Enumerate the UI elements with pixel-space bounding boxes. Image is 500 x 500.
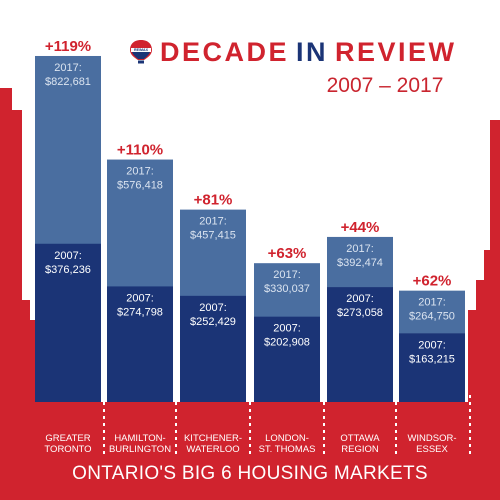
category-label-line2: WATERLOO [186, 444, 239, 455]
label-2007-value: $163,215 [409, 353, 455, 365]
label-2017-year: 2017: [54, 62, 82, 74]
title-row: RE/MAX DECADE IN REVIEW [128, 36, 457, 68]
category-label-line2: REGION [341, 444, 379, 455]
logo-text: RE/MAX [134, 48, 149, 52]
category-label-line1: WINDSOR- [407, 433, 456, 444]
title-decade: DECADE [160, 36, 289, 68]
change-label: +62% [413, 273, 452, 290]
label-2007-value: $273,058 [337, 307, 383, 319]
label-2017-value: $576,418 [117, 180, 163, 192]
label-2007-year: 2007: [199, 302, 227, 314]
title-in: IN [296, 36, 328, 68]
label-2017-year: 2017: [346, 243, 374, 255]
label-2017-year: 2017: [126, 166, 154, 178]
label-2017-value: $330,037 [264, 283, 310, 295]
label-2017-year: 2017: [199, 216, 227, 228]
category-label-line2: BURLINGTON [109, 444, 171, 455]
title-review: REVIEW [335, 36, 457, 68]
remax-balloon-icon: RE/MAX [128, 39, 154, 65]
change-label: +81% [194, 192, 233, 209]
category-label-line1: LONDON- [265, 433, 309, 444]
label-2017-year: 2017: [273, 269, 301, 281]
category-label-line2: TORONTO [44, 444, 91, 455]
category-label-line1: GREATER [45, 433, 90, 444]
label-2017-value: $457,415 [190, 230, 236, 242]
category-label-line1: HAMILTON- [114, 433, 165, 444]
subtitle-years: 2007 – 2017 [300, 74, 470, 98]
change-label: +110% [117, 142, 163, 159]
label-2017-year: 2017: [418, 297, 446, 309]
label-2017-value: $264,750 [409, 311, 455, 323]
change-label: +63% [268, 245, 307, 262]
category-label-line2: ESSEX [416, 444, 448, 455]
category-label-line1: OTTAWA [340, 433, 380, 444]
label-2007-value: $376,236 [45, 264, 91, 276]
change-label: +44% [341, 219, 380, 236]
label-2017-value: $392,474 [337, 257, 383, 269]
category-label-line1: KITCHENER- [184, 433, 242, 444]
label-2007-year: 2007: [346, 293, 374, 305]
category-label-line2: ST. THOMAS [259, 444, 316, 455]
label-2007-year: 2007: [273, 323, 301, 335]
label-2007-value: $252,429 [190, 316, 236, 328]
label-2017-value: $822,681 [45, 76, 91, 88]
label-2007-year: 2007: [54, 250, 82, 262]
label-2007-value: $274,798 [117, 306, 163, 318]
footer-title: ONTARIO'S BIG 6 HOUSING MARKETS [0, 463, 500, 485]
change-label: +119% [45, 38, 91, 55]
label-2007-year: 2007: [418, 339, 446, 351]
label-2007-year: 2007: [126, 292, 154, 304]
label-2007-value: $202,908 [264, 337, 310, 349]
